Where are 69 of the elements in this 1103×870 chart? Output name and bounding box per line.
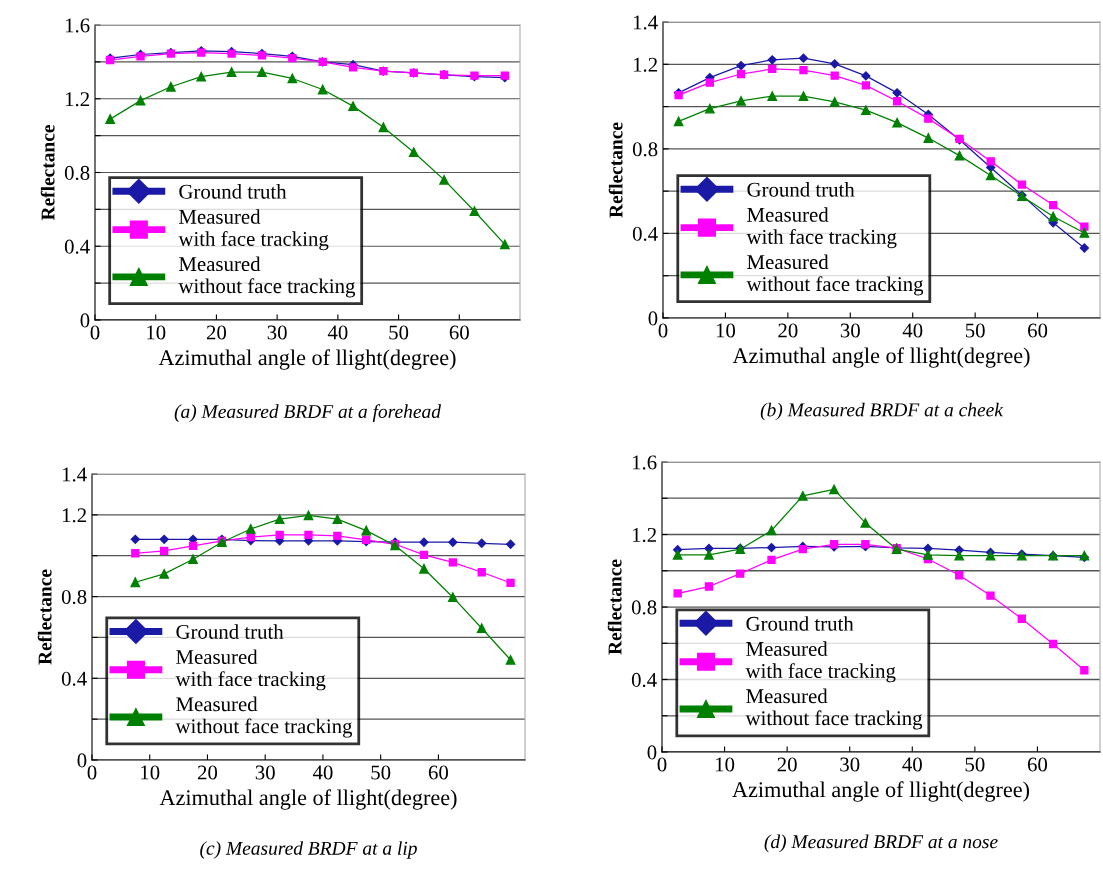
y-tick-label: 1.2: [632, 527, 656, 543]
y-tick-label: 1.2: [65, 92, 89, 107]
legend-label: Measured with face tracking: [745, 641, 896, 683]
y-tick-label: 1.4: [633, 15, 658, 30]
x-tick-label: 50: [965, 757, 985, 772]
x-tick-label: 10: [141, 765, 160, 780]
y-tick-label: 1.2: [62, 508, 86, 523]
legend-label: Measured without face tracking: [746, 254, 924, 296]
x-tick-label: 40: [902, 757, 922, 772]
y-tick-label: 1.6: [65, 18, 90, 33]
x-tick-label: 60: [449, 325, 469, 340]
y-tick-label: 0.4: [64, 239, 90, 254]
x-tick-label: 20: [197, 765, 218, 780]
x-tick-label: 10: [715, 757, 735, 772]
y-tick-label: 0.4: [631, 672, 657, 688]
y-tick-label: 0.4: [632, 226, 658, 241]
x-tick-label: 40: [312, 765, 333, 780]
x-axis-title: Azimuthal angle of llight(degree): [159, 789, 457, 810]
legend-label: Measured with face tracking: [746, 207, 897, 249]
y-tick-label: 1.6: [632, 455, 657, 470]
x-tick-label: 60: [1027, 757, 1048, 772]
text: (c) Measured BRDF at a lip: [200, 841, 417, 859]
y-tick-label: 0.8: [632, 142, 658, 157]
x-axis-title: Azimuthal angle of llight(degree): [158, 349, 456, 370]
legend-label: Ground truth: [747, 182, 855, 197]
x-tick-label: 50: [965, 323, 985, 338]
legend-label: Ground truth: [176, 624, 284, 639]
x-tick-label: 0: [658, 323, 668, 338]
legend-label: Ground truth: [179, 184, 287, 199]
y-tick-label: 0.8: [61, 589, 87, 605]
y-axis-title: Reflectance: [607, 559, 622, 655]
x-tick-label: 30: [267, 325, 287, 340]
y-tick-label: 1.2: [633, 57, 657, 72]
y-tick-label: 0: [80, 313, 90, 328]
x-tick-label: 30: [255, 765, 275, 780]
x-tick-label: 60: [428, 765, 449, 780]
y-axis-title: Reflectance: [40, 124, 55, 221]
legend-label: Measured with face tracking: [175, 649, 326, 691]
y-axis-title: Reflectance: [608, 122, 623, 218]
text: (a) Measured BRDF at a forehead: [174, 404, 442, 423]
x-tick-label: 20: [778, 323, 798, 338]
y-tick-label: 0: [648, 311, 658, 326]
x-tick-label: 0: [90, 325, 100, 340]
x-tick-label: 10: [147, 325, 166, 340]
x-tick-label: 50: [371, 765, 391, 780]
x-tick-label: 20: [206, 325, 227, 340]
text: (b) Measured BRDF at a cheek: [760, 402, 1004, 421]
text: (d) Measured BRDF at a nose: [764, 834, 998, 853]
y-tick-label: 0.8: [631, 600, 657, 615]
x-axis-title: Azimuthal angle of llight(degree): [732, 347, 1030, 368]
legend-label: Measured with face tracking: [178, 209, 329, 251]
x-tick-label: 40: [327, 325, 348, 340]
x-tick-label: 40: [902, 323, 923, 338]
y-axis-title: Reflectance: [37, 569, 52, 665]
y-tick-label: 0: [647, 745, 657, 760]
x-tick-label: 30: [840, 323, 860, 338]
y-tick-label: 0.4: [61, 671, 87, 686]
x-tick-label: 30: [840, 757, 860, 772]
legend-label: Measured without face tracking: [745, 688, 923, 730]
x-tick-label: 10: [716, 323, 736, 338]
y-tick-label: 1.4: [62, 467, 87, 482]
x-tick-label: 50: [389, 325, 409, 340]
x-tick-label: 60: [1028, 323, 1048, 338]
legend-label: Measured without face tracking: [175, 696, 353, 738]
y-tick-label: 0.8: [64, 165, 90, 181]
x-axis-title: Azimuthal angle of llight(degree): [732, 781, 1030, 802]
x-tick-label: 20: [777, 757, 797, 772]
legend-label: Ground truth: [746, 616, 854, 631]
legend-label: Measured without face tracking: [178, 256, 356, 298]
